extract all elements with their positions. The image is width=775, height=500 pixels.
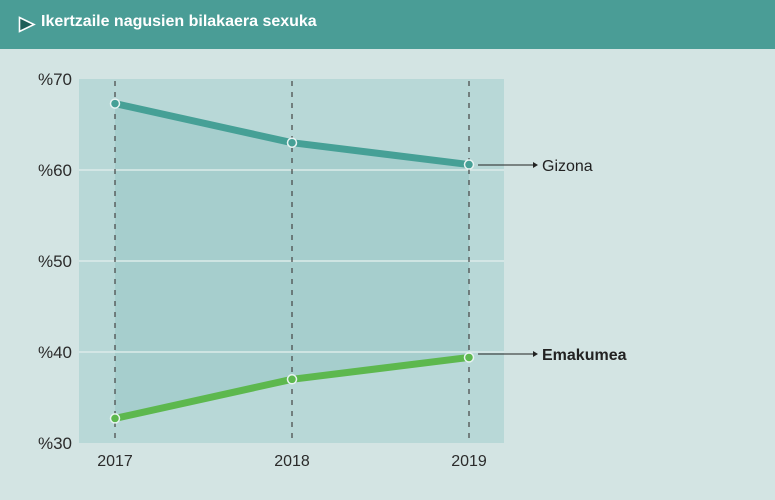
y-axis: %70 %60 %50 %40 %30 [38, 70, 72, 453]
x-axis: 2017 2018 2019 [97, 453, 487, 470]
y-tick-label: %30 [38, 434, 72, 453]
y-tick-label: %70 [38, 70, 72, 89]
data-point-emakumea [463, 352, 475, 363]
y-tick-label: %60 [38, 161, 72, 180]
data-point-emakumea [109, 413, 121, 424]
data-point-gizona [286, 137, 298, 148]
arrow-right-icon [533, 351, 538, 357]
x-tick-label: 2017 [97, 453, 133, 470]
y-tick-label: %50 [38, 252, 72, 271]
series-label-emakumea: Emakumea [542, 347, 627, 364]
data-point-emakumea [286, 374, 298, 385]
series-label-gizona: Gizona [542, 158, 593, 175]
arrow-right-icon [533, 162, 538, 168]
x-tick-label: 2019 [451, 453, 487, 470]
data-point-gizona [109, 98, 121, 109]
legend-emakumea: Emakumea [478, 347, 627, 364]
play-triangle-icon [18, 16, 36, 33]
legend-gizona: Gizona [478, 158, 593, 175]
chart-header: Ikertzaile nagusien bilakaera sexuka [0, 0, 775, 49]
chart-title: Ikertzaile nagusien bilakaera sexuka [41, 13, 317, 30]
y-tick-label: %40 [38, 343, 72, 362]
x-tick-label: 2018 [274, 453, 310, 470]
data-point-gizona [463, 159, 475, 170]
